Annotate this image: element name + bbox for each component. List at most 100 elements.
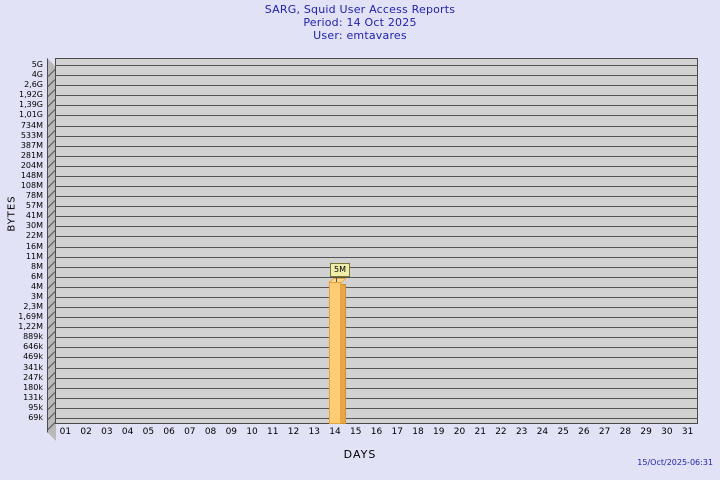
- x-axis-tick-label: 31: [681, 427, 694, 437]
- x-axis-tick-label: 16: [370, 427, 383, 437]
- y-axis-tick-label: 2,3M: [23, 302, 43, 311]
- y-axis-tick-label: 11M: [25, 252, 43, 261]
- y-axis-tick-label: 57M: [25, 201, 43, 210]
- x-axis-tick-label: 25: [557, 427, 569, 437]
- grid-line: [55, 398, 698, 399]
- grid-line: [55, 146, 698, 147]
- y-axis-tick-label: 281M: [20, 151, 43, 160]
- grid-line: [55, 347, 698, 348]
- x-axis-tick-label: 21: [474, 427, 486, 437]
- grid-line: [55, 388, 698, 389]
- y-axis-tick-label: 1,22M: [18, 322, 43, 331]
- y-axis-tick-label: 204M: [20, 161, 43, 170]
- generation-timestamp: 15/Oct/2025-06:31: [637, 458, 713, 467]
- y-axis-tick-label: 1,69M: [18, 312, 43, 321]
- grid-line: [55, 408, 698, 409]
- y-axis-tick-label: 30M: [25, 221, 43, 230]
- y-axis-tick-label: 1,39G: [18, 100, 43, 109]
- y-axis-tick-label: 108M: [20, 181, 43, 190]
- y-axis-tick-label: 4M: [31, 282, 43, 291]
- x-axis-tick-label: 23: [515, 427, 528, 437]
- x-axis-tick-label: 01: [59, 427, 72, 437]
- grid-line: [55, 247, 698, 248]
- report-user: User: emtavares: [313, 29, 407, 42]
- x-axis-tick-label: 24: [536, 427, 549, 437]
- grid-line: [55, 327, 698, 328]
- grid-line: [55, 95, 698, 96]
- grid-line: [55, 357, 698, 358]
- grid-line: [55, 75, 698, 76]
- grid-line: [55, 277, 698, 278]
- x-axis-tick-label: 04: [121, 427, 134, 437]
- bar[interactable]: [328, 278, 347, 424]
- x-axis-tick-label: 29: [640, 427, 652, 437]
- y-axis-tick-label: 69k: [28, 413, 43, 422]
- x-axis-tick-label: 17: [391, 427, 403, 437]
- x-axis-tick-label: 26: [578, 427, 590, 437]
- grid-line: [55, 176, 698, 177]
- grid-line: [55, 317, 698, 318]
- grid-line: [55, 85, 698, 86]
- y-axis-tick-label: 78M: [25, 191, 43, 200]
- y-axis-tick-label: 247k: [23, 373, 43, 382]
- grid-line: [55, 418, 698, 419]
- grid-line: [55, 105, 698, 106]
- grid-line: [55, 337, 698, 338]
- x-axis-tick-label: 28: [619, 427, 632, 437]
- y-axis-tick-label: 2,6G: [24, 80, 43, 89]
- y-axis-tick-label: 180k: [23, 383, 43, 392]
- x-axis-tick-label: 12: [287, 427, 300, 437]
- x-axis-tick-label: 02: [80, 427, 92, 437]
- bar-front-face: [329, 281, 342, 424]
- grid-line: [55, 206, 698, 207]
- x-axis-tick-label: 08: [204, 427, 217, 437]
- y-axis-tick-label: 131k: [23, 393, 43, 402]
- grid-line: [55, 136, 698, 137]
- grid-line: [55, 226, 698, 227]
- y-axis-tick-label: 646k: [23, 342, 43, 351]
- bar-side-face: [341, 284, 347, 424]
- y-axis-tick-labels: 5G 4G 2,6G 1,92G 1,39G 1,01G 734M 533M 387M 281M 2…: [0, 0, 46, 480]
- y-axis-tick-label: 533M: [20, 131, 43, 140]
- x-axis-tick-label: 20: [453, 427, 466, 437]
- x-axis-tick-label: 06: [163, 427, 175, 437]
- x-axis-tick-label: 10: [246, 427, 258, 437]
- x-axis-tick-label: 13: [308, 427, 320, 437]
- y-axis-tick-label: 6M: [31, 272, 43, 281]
- bar-top-face: [328, 278, 347, 283]
- y-axis-tick-label: 5G: [31, 60, 43, 69]
- grid-line: [55, 65, 698, 66]
- x-axis-tick-label: 09: [225, 427, 238, 437]
- grid-line: [55, 196, 698, 197]
- plot-area: [55, 58, 698, 424]
- grid-line: [55, 216, 698, 217]
- chart-title-block: SARG, Squid User Access Reports Period: …: [0, 3, 720, 42]
- x-axis-tick-label: 14: [329, 427, 341, 437]
- grid-line: [55, 186, 698, 187]
- page-title: SARG, Squid User Access Reports: [264, 3, 456, 16]
- y-axis-tick-label: 41M: [25, 211, 43, 220]
- grid-line: [55, 297, 698, 298]
- report-period: Period: 14 Oct 2025: [303, 16, 417, 29]
- x-axis-title: DAYS: [343, 448, 377, 461]
- y-axis-tick-label: 16M: [25, 242, 43, 251]
- y-axis-tick-label: 341k: [23, 363, 43, 372]
- grid-line: [55, 378, 698, 379]
- x-axis-tick-label: 30: [661, 427, 673, 437]
- grid-line: [55, 166, 698, 167]
- y-axis-tick-label: 889k: [23, 332, 43, 341]
- x-axis-tick-label: 11: [267, 427, 279, 437]
- grid-line: [55, 257, 698, 258]
- grid-line: [55, 115, 698, 116]
- y-axis-tick-label: 387M: [20, 141, 43, 150]
- y-axis-tick-label: 4G: [31, 70, 43, 79]
- y-axis-tick-label: 3M: [31, 292, 43, 301]
- x-axis-tick-label: 27: [598, 427, 611, 437]
- x-axis-tick-label: 19: [432, 427, 445, 437]
- grid-line: [55, 368, 698, 369]
- bar-value-label: 5M: [330, 263, 351, 277]
- y-axis-tick-label: 8M: [31, 262, 43, 271]
- grid-line: [55, 307, 698, 308]
- y-axis-tick-label: 1,92G: [18, 90, 43, 99]
